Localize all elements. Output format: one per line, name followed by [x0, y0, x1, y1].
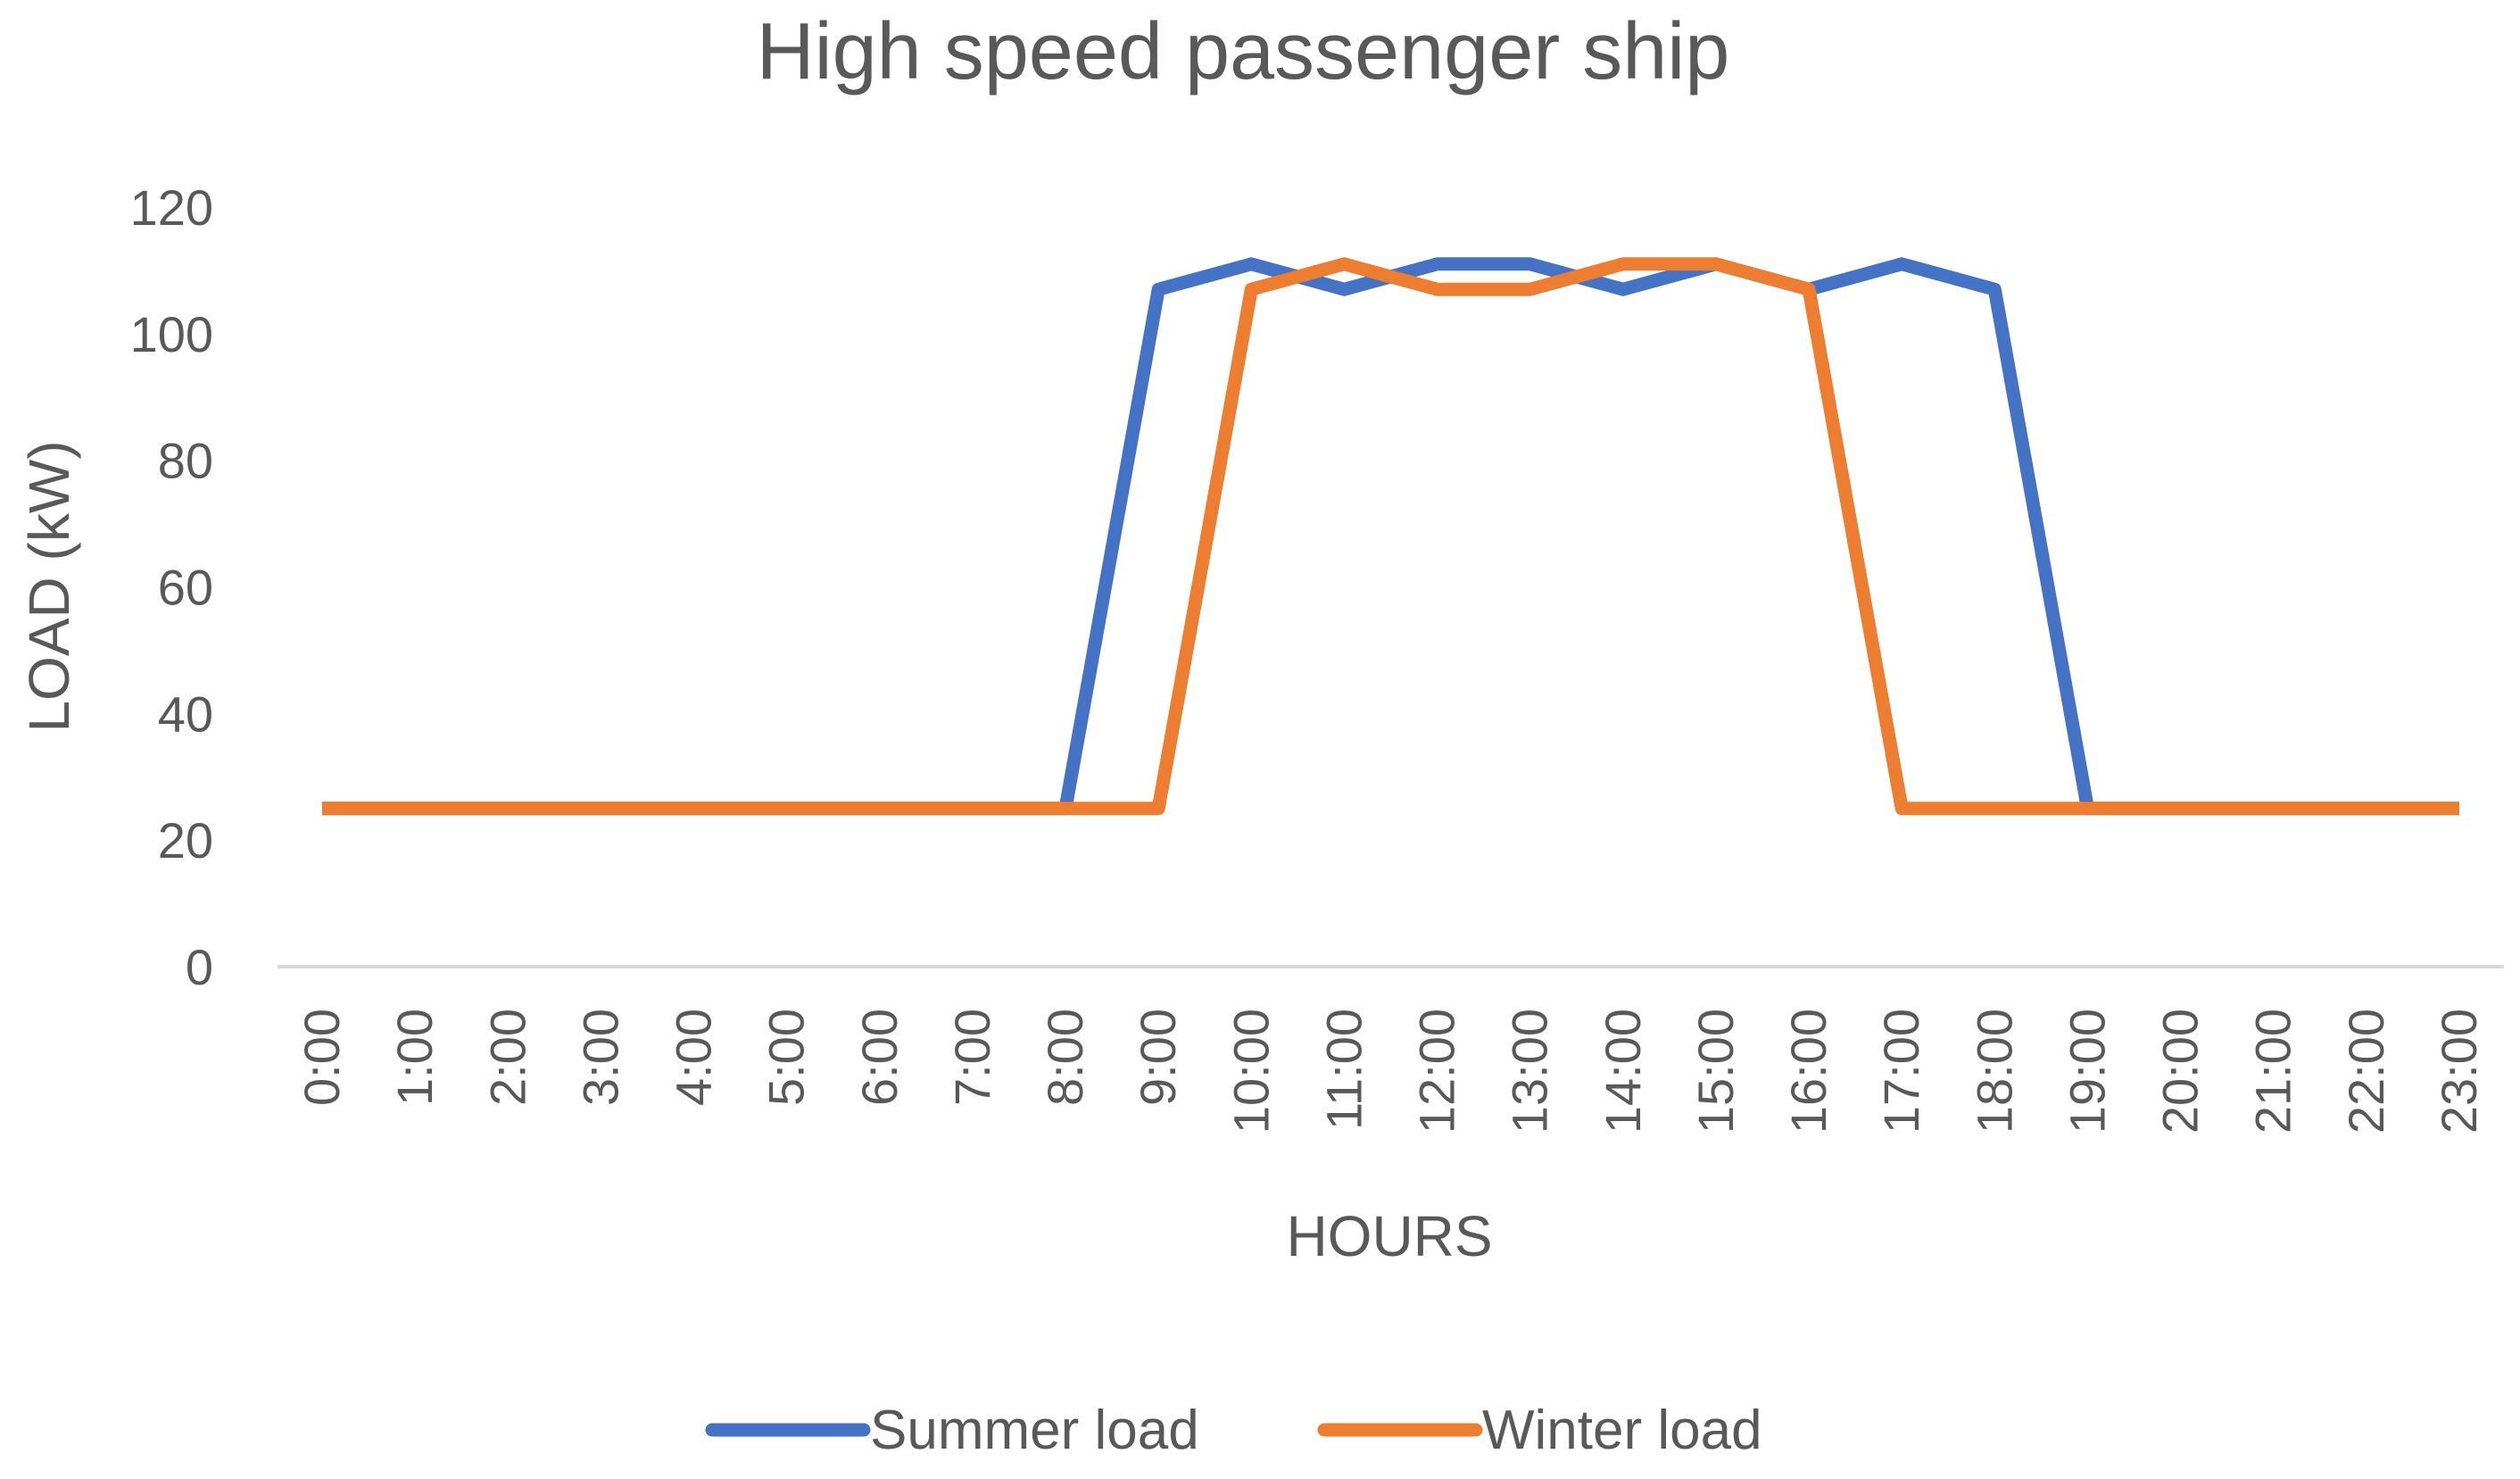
x-tick-label: 19:00: [2059, 1009, 2115, 1134]
x-tick-label: 17:00: [1873, 1009, 1929, 1134]
x-tick-label: 1:00: [386, 1009, 443, 1106]
x-tick-label: 7:00: [944, 1009, 1000, 1106]
y-tick-label: 80: [158, 433, 213, 489]
y-tick-label: 40: [158, 685, 213, 742]
chart-title: High speed passenger ship: [757, 7, 1730, 96]
x-tick-label: 6:00: [851, 1009, 908, 1106]
legend-label: Winter load: [1482, 1400, 1762, 1461]
x-tick-label: 10:00: [1223, 1009, 1279, 1134]
legend: Summer load Winter load: [705, 1400, 1762, 1461]
x-tick-label: 16:00: [1780, 1009, 1836, 1134]
x-tick-label: 14:00: [1595, 1009, 1651, 1134]
y-tick-label: 0: [186, 939, 213, 995]
x-tick-label: 21:00: [2245, 1009, 2301, 1134]
y-tick-label: 120: [130, 179, 213, 236]
x-tick-label: 9:00: [1130, 1009, 1186, 1106]
series-line-summer: [322, 257, 2459, 816]
x-tick-label: 5:00: [758, 1009, 815, 1106]
x-tick-label: 13:00: [1502, 1009, 1558, 1134]
x-tick-label: 15:00: [1687, 1009, 1744, 1134]
x-tick-label: 4:00: [666, 1009, 722, 1106]
y-axis-title: LOAD (kW): [17, 440, 81, 732]
x-tick-label: 18:00: [1966, 1009, 2022, 1134]
x-tick-label: 8:00: [1037, 1009, 1093, 1106]
x-tick-label: 11:00: [1315, 1009, 1372, 1130]
x-tick-label: 20:00: [2152, 1009, 2209, 1134]
y-tick-label: 100: [130, 306, 213, 362]
y-tick-label: 20: [158, 812, 213, 868]
x-tick-label: 2:00: [479, 1009, 535, 1106]
series-lines: [322, 257, 2459, 816]
y-axis-ticks: 0 20 40 60 80 100 120: [130, 179, 213, 995]
legend-label: Summer load: [870, 1400, 1199, 1461]
x-tick-label: 3:00: [572, 1009, 628, 1106]
x-tick-label: 0:00: [294, 1009, 350, 1106]
series-line-winter: [322, 257, 2459, 816]
x-tick-label: 12:00: [1409, 1009, 1465, 1134]
x-tick-label: 22:00: [2338, 1009, 2394, 1134]
x-tick-label: 23:00: [2431, 1009, 2487, 1134]
y-tick-label: 60: [158, 560, 213, 616]
x-axis-title: HOURS: [1286, 1204, 1492, 1268]
x-axis-ticks: 0:00 1:00 2:00 3:00 4:00 5:00 6:00 7:00 8:00 9:00…: [294, 1009, 2487, 1134]
